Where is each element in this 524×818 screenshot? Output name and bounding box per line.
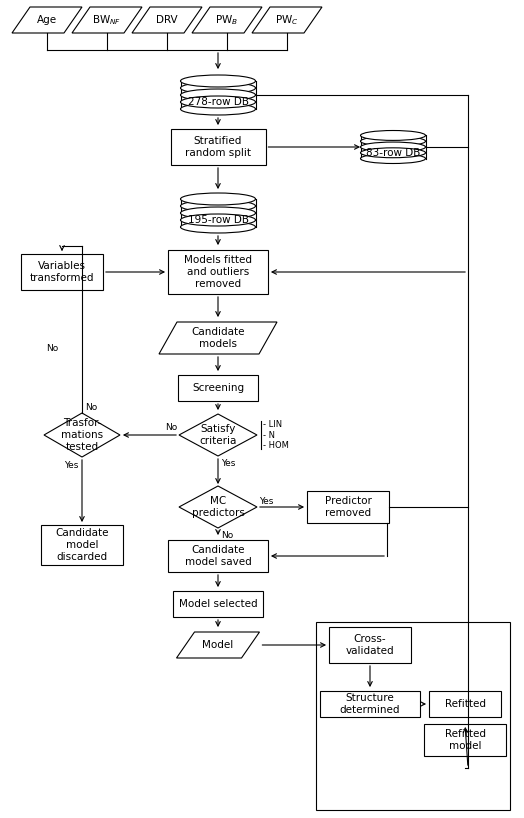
Ellipse shape	[361, 131, 425, 141]
Bar	[361, 136, 425, 159]
Ellipse shape	[180, 75, 256, 87]
Polygon shape	[177, 632, 259, 658]
Bar	[173, 591, 263, 617]
Bar	[429, 691, 501, 717]
Polygon shape	[179, 486, 257, 528]
Text: Yes: Yes	[63, 461, 78, 470]
Text: MC
predictors: MC predictors	[192, 497, 244, 518]
Text: No: No	[85, 403, 97, 412]
Bar	[170, 129, 266, 165]
Text: Refitted
model: Refitted model	[444, 729, 486, 751]
Bar	[168, 250, 268, 294]
Polygon shape	[12, 7, 82, 33]
Ellipse shape	[361, 154, 425, 164]
Text: Predictor
removed: Predictor removed	[324, 497, 372, 518]
Text: Screening: Screening	[192, 383, 244, 393]
Text: No: No	[221, 531, 233, 540]
Bar	[180, 199, 256, 227]
Text: Structure
determined: Structure determined	[340, 693, 400, 715]
Text: Stratified
random split: Stratified random split	[185, 137, 251, 158]
Polygon shape	[192, 7, 262, 33]
Text: No: No	[46, 344, 58, 353]
Text: Satisfy
criteria: Satisfy criteria	[199, 425, 237, 446]
Text: 278-row DB: 278-row DB	[188, 97, 248, 107]
Bar	[21, 254, 103, 290]
Text: Variables
transformed: Variables transformed	[30, 261, 94, 283]
Text: Refitted: Refitted	[444, 699, 486, 709]
Polygon shape	[252, 7, 322, 33]
Bar	[168, 540, 268, 572]
Text: Candidate
model saved: Candidate model saved	[184, 546, 252, 567]
Bar	[178, 375, 258, 401]
Ellipse shape	[180, 89, 256, 101]
Text: DRV: DRV	[156, 15, 178, 25]
Ellipse shape	[180, 193, 256, 205]
Text: Model selected: Model selected	[179, 599, 257, 609]
Polygon shape	[72, 7, 142, 33]
Ellipse shape	[180, 200, 256, 212]
Bar	[307, 491, 389, 523]
Polygon shape	[159, 322, 277, 354]
Polygon shape	[44, 413, 120, 457]
Ellipse shape	[180, 103, 256, 115]
Text: PW$_B$: PW$_B$	[215, 13, 238, 27]
Text: Candidate
models: Candidate models	[191, 327, 245, 348]
Ellipse shape	[180, 207, 256, 219]
Ellipse shape	[180, 214, 256, 226]
Text: Yes: Yes	[259, 497, 274, 506]
Ellipse shape	[361, 137, 425, 146]
Bar	[316, 622, 510, 810]
Text: 83-row DB: 83-row DB	[366, 148, 420, 158]
Ellipse shape	[180, 82, 256, 94]
Text: PW$_C$: PW$_C$	[275, 13, 299, 27]
Text: No: No	[165, 424, 177, 433]
Ellipse shape	[180, 96, 256, 108]
Text: Models fitted
and outliers
removed: Models fitted and outliers removed	[184, 255, 252, 289]
Text: Trasfor-
mations
tested: Trasfor- mations tested	[61, 418, 103, 452]
Ellipse shape	[361, 142, 425, 152]
Ellipse shape	[180, 221, 256, 233]
Text: Cross-
validated: Cross- validated	[346, 634, 395, 656]
Bar	[180, 81, 256, 109]
Text: Yes: Yes	[221, 459, 235, 468]
Text: 195-row DB: 195-row DB	[188, 215, 248, 225]
Ellipse shape	[361, 148, 425, 158]
Text: Candidate
model
discarded: Candidate model discarded	[55, 528, 109, 562]
Bar	[41, 525, 123, 565]
Text: BW$_{NF}$: BW$_{NF}$	[92, 13, 122, 27]
Text: Age: Age	[37, 15, 57, 25]
Bar	[424, 724, 506, 756]
Bar	[329, 627, 411, 663]
Polygon shape	[132, 7, 202, 33]
Text: - LIN
- N
- HOM: - LIN - N - HOM	[263, 420, 289, 450]
Text: Model: Model	[202, 640, 234, 650]
Bar	[320, 691, 420, 717]
Polygon shape	[179, 414, 257, 456]
